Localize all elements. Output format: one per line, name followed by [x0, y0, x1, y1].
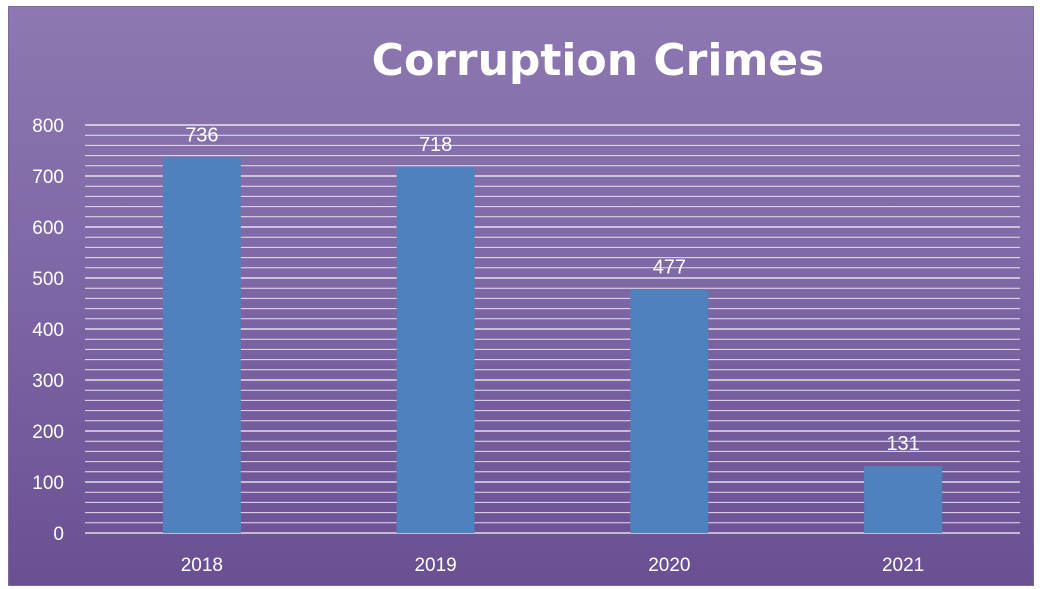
x-axis-ticks: 2018 2019 2020 2021 [181, 555, 925, 576]
y-tick-label: 800 [32, 116, 64, 137]
data-labels: 736 718 477 131 [185, 125, 920, 456]
data-label-2019: 718 [419, 134, 452, 156]
y-tick-label: 700 [32, 167, 64, 188]
chart-title: Corruption Crimes [372, 35, 825, 86]
y-tick-label: 200 [32, 422, 64, 443]
bar-2018 [162, 157, 241, 533]
y-tick-label: 100 [32, 473, 64, 494]
data-label-2021: 131 [886, 433, 919, 455]
bar-2019 [396, 166, 475, 533]
x-tick-label: 2019 [414, 555, 456, 576]
bar-2020 [630, 289, 709, 533]
data-label-2018: 736 [185, 125, 218, 147]
x-tick-label: 2018 [181, 555, 223, 576]
x-tick-label: 2021 [882, 555, 924, 576]
y-axis-ticks: 0 100 200 300 400 500 600 700 800 [32, 116, 64, 545]
x-tick-label: 2020 [648, 555, 690, 576]
y-tick-label: 300 [32, 371, 64, 392]
bar-2021 [864, 466, 943, 533]
data-label-2020: 477 [653, 257, 686, 279]
bars [162, 157, 943, 533]
y-tick-label: 600 [32, 218, 64, 239]
y-tick-label: 500 [32, 269, 64, 290]
y-tick-label: 400 [32, 320, 64, 341]
y-tick-label: 0 [53, 524, 64, 545]
